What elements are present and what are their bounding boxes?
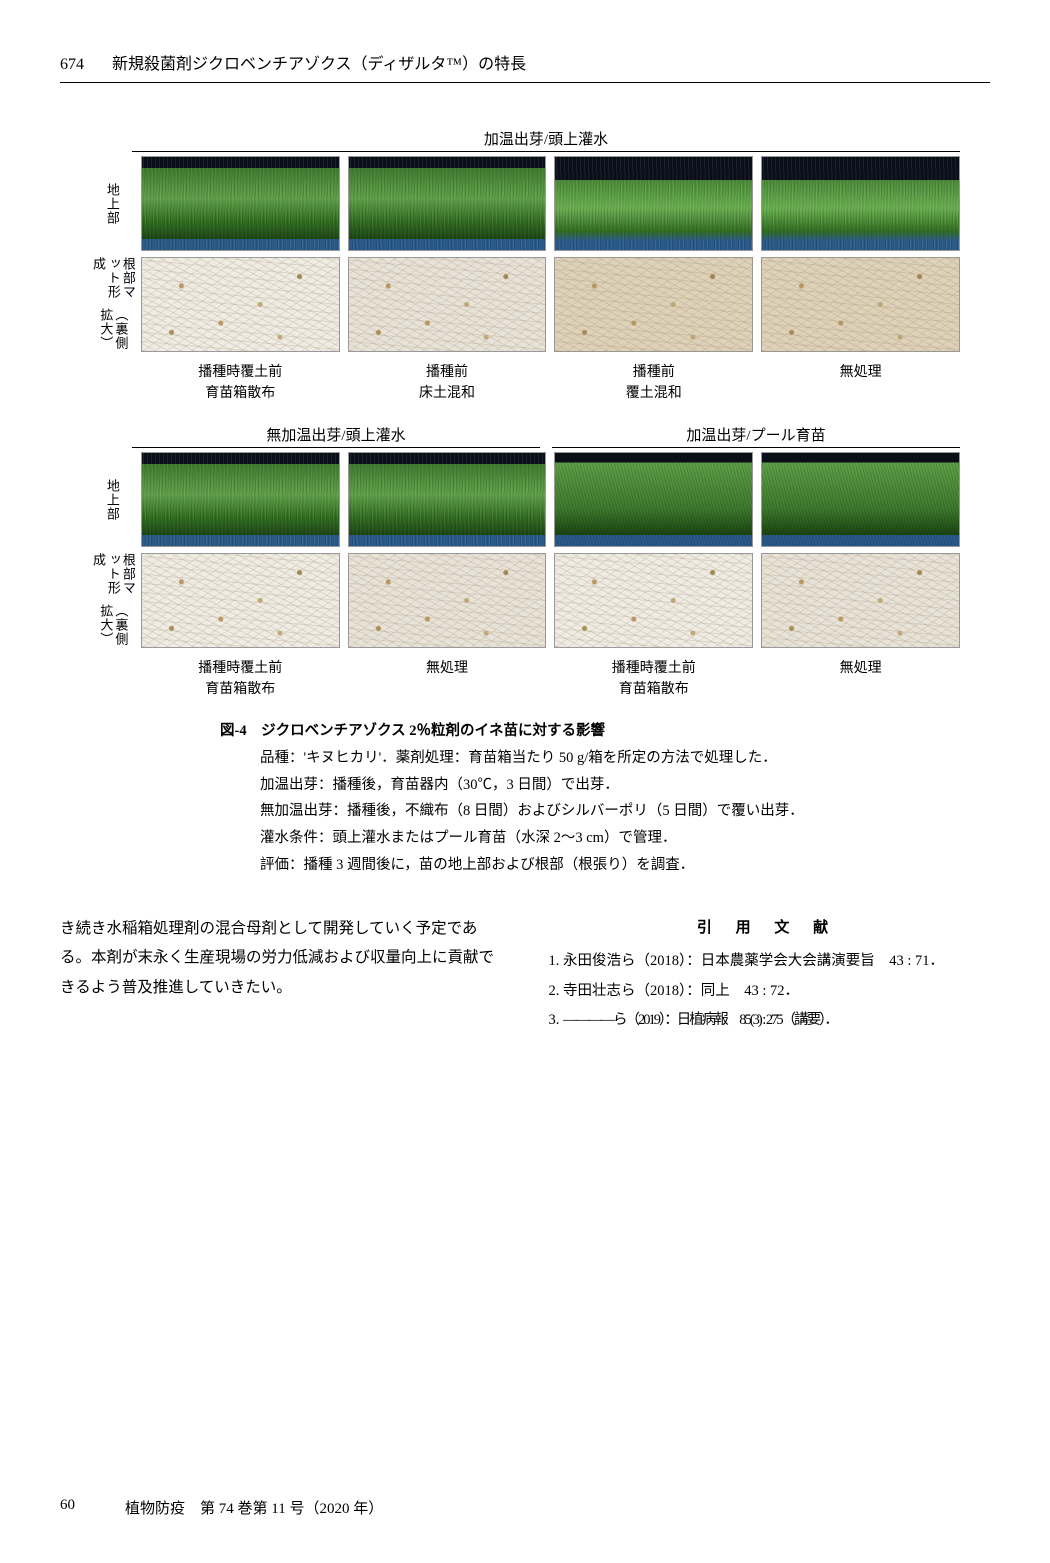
reference-item-1: 寺田壮志ら（2018）：同上 43 : 72． — [563, 978, 990, 1006]
col-b-1: 無処理 — [348, 452, 547, 700]
body-paragraph: き続き水稲箱処理剤の混合母剤として開発していく予定である。本剤が末永く生産現場の… — [60, 920, 494, 996]
panel-shoot-a0 — [141, 156, 340, 251]
row-label-shoots: 地上部 — [90, 156, 135, 251]
panel-shoot-b1 — [348, 452, 547, 547]
row-label-shoots-2: 地上部 — [90, 452, 135, 547]
panel-shoot-a3 — [761, 156, 960, 251]
caption-b0-l1: 播種時覆土前 — [198, 661, 282, 676]
references-title: 引 用 文 献 — [545, 914, 990, 943]
section-a-header: 加温出芽/頭上灌水 — [132, 128, 960, 152]
col-a-0: 播種時覆土前 育苗箱散布 — [141, 156, 340, 404]
row-label-roots2-l1: 根部マット形成 — [90, 553, 135, 604]
figure-caption-line-4: 評価：播種 3 週間後に，苗の地上部および根部（根張り）を調査． — [260, 852, 960, 879]
reference-item-0: 永田俊浩ら（2018）：日本農薬学会大会講演要旨 43 : 71． — [563, 948, 990, 976]
reference-item-2: ――――ら（2019）：日植病報 85(3) : 275（講要）． — [563, 1007, 990, 1035]
col-a-2: 播種前 覆土混和 — [554, 156, 753, 404]
running-title: 新規殺菌剤ジクロベンチアゾクス（ディザルタ™）の特長 — [112, 50, 526, 74]
caption-c1: 無処理 — [761, 658, 960, 679]
figure-caption-line-1: 加温出芽：播種後，育苗器内（30℃，3 日間）で出芽． — [260, 772, 960, 799]
row-label-roots-l1: 根部マット形成 — [90, 257, 135, 308]
caption-a1-l1: 播種前 — [426, 365, 468, 380]
panel-shoot-a2 — [554, 156, 753, 251]
figure-caption-title: 図-4 ジクロベンチアゾクス 2％粒剤のイネ苗に対する影響 — [220, 718, 960, 745]
col-c-0: 播種時覆土前 育苗箱散布 — [554, 452, 753, 700]
panel-shoot-b0 — [141, 452, 340, 547]
caption-c0: 播種時覆土前 育苗箱散布 — [554, 658, 753, 700]
col-c-1: 無処理 — [761, 452, 960, 700]
page-footer: 60 植物防疫 第 74 巻第 11 号（2020 年） — [60, 1497, 990, 1518]
col-a-1: 播種前 床土混和 — [348, 156, 547, 404]
section-a-row: 地上部 根部マット形成（裏側拡大） 播種時覆土前 育苗箱散布 播種前 床土混和 — [90, 156, 960, 410]
footer-page: 60 — [60, 1497, 75, 1518]
panel-shoot-a1 — [348, 156, 547, 251]
caption-c1-l1: 無処理 — [840, 661, 882, 676]
page-number: 674 — [60, 56, 84, 74]
caption-c0-l1: 播種時覆土前 — [612, 661, 696, 676]
panel-root-b1 — [348, 553, 547, 648]
caption-a2-l2: 覆土混和 — [626, 386, 682, 401]
page-header: 674 新規殺菌剤ジクロベンチアゾクス（ディザルタ™）の特長 — [60, 50, 990, 83]
caption-a1: 播種前 床土混和 — [348, 362, 547, 404]
reference-item-2-text: ――――ら（2019）：日植病報 85(3) : 275（講要）． — [563, 1012, 837, 1028]
caption-b0-l2: 育苗箱散布 — [205, 682, 275, 697]
figure-4: 加温出芽/頭上灌水 地上部 根部マット形成（裏側拡大） 播種時覆土前 育苗箱散布 — [90, 128, 960, 879]
panel-root-c0 — [554, 553, 753, 648]
row-label-roots-l2: （裏側拡大） — [97, 308, 127, 352]
caption-b1-l1: 無処理 — [426, 661, 468, 676]
section-bc-row: 地上部 根部マット形成（裏側拡大） 播種時覆土前 育苗箱散布 無処理 — [90, 452, 960, 706]
caption-a2: 播種前 覆土混和 — [554, 362, 753, 404]
row-label-roots: 根部マット形成（裏側拡大） — [90, 257, 135, 352]
caption-a2-l1: 播種前 — [633, 365, 675, 380]
panel-root-a1 — [348, 257, 547, 352]
panel-root-a0 — [141, 257, 340, 352]
panel-root-a2 — [554, 257, 753, 352]
row-labels-a: 地上部 根部マット形成（裏側拡大） — [90, 156, 135, 410]
panel-root-a3 — [761, 257, 960, 352]
references-col: 引 用 文 献 永田俊浩ら（2018）：日本農薬学会大会講演要旨 43 : 71… — [545, 914, 990, 1037]
panel-root-b0 — [141, 553, 340, 648]
panel-root-c1 — [761, 553, 960, 648]
caption-a0-l1: 播種時覆土前 — [198, 365, 282, 380]
caption-b0: 播種時覆土前 育苗箱散布 — [141, 658, 340, 700]
body-text-col: き続き水稲箱処理剤の混合母剤として開発していく予定である。本剤が末永く生産現場の… — [60, 914, 505, 1037]
figure-caption-line-3: 灌水条件：頭上灌水またはプール育苗（水深 2～3 cm）で管理． — [260, 825, 960, 852]
row-label-roots-2: 根部マット形成（裏側拡大） — [90, 553, 135, 648]
row-label-roots2-l2: （裏側拡大） — [97, 604, 127, 648]
caption-a3-l1: 無処理 — [840, 365, 882, 380]
section-b-header: 無加温出芽/頭上灌水 — [132, 424, 540, 448]
figure-caption-line-0: 品種：'キヌヒカリ'．薬剤処理：育苗箱当たり 50 g/箱を所定の方法で処理した… — [260, 745, 960, 772]
col-b-0: 播種時覆土前 育苗箱散布 — [141, 452, 340, 700]
body-columns: き続き水稲箱処理剤の混合母剤として開発していく予定である。本剤が末永く生産現場の… — [60, 914, 990, 1037]
row-labels-bc: 地上部 根部マット形成（裏側拡大） — [90, 452, 135, 706]
col-a-3: 無処理 — [761, 156, 960, 404]
footer-journal: 植物防疫 第 74 巻第 11 号（2020 年） — [125, 1497, 383, 1518]
caption-a0: 播種時覆土前 育苗箱散布 — [141, 362, 340, 404]
figure-caption: 図-4 ジクロベンチアゾクス 2％粒剤のイネ苗に対する影響 品種：'キヌヒカリ'… — [220, 718, 960, 879]
section-c-header: 加温出芽/プール育苗 — [552, 424, 960, 448]
references-list: 永田俊浩ら（2018）：日本農薬学会大会講演要旨 43 : 71． 寺田壮志ら（… — [545, 948, 990, 1035]
caption-c0-l2: 育苗箱散布 — [619, 682, 689, 697]
panel-shoot-c0 — [554, 452, 753, 547]
caption-a1-l2: 床土混和 — [419, 386, 475, 401]
caption-a0-l2: 育苗箱散布 — [205, 386, 275, 401]
panel-shoot-c1 — [761, 452, 960, 547]
caption-a3: 無処理 — [761, 362, 960, 383]
caption-b1: 無処理 — [348, 658, 547, 679]
figure-caption-line-2: 無加温出芽：播種後，不織布（8 日間）およびシルバーポリ（5 日間）で覆い出芽． — [260, 798, 960, 825]
